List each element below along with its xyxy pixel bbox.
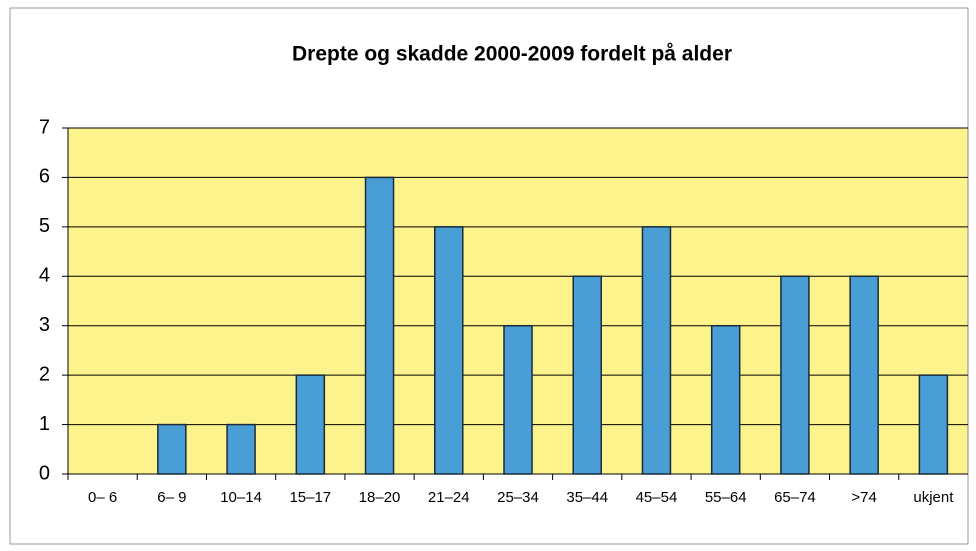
y-tick-label: 2 [39,363,50,385]
bar [226,423,256,475]
chart-title: Drepte og skadde 2000-2009 fordelt på al… [292,43,732,66]
bar [503,324,533,475]
x-tick-label: 21–24 [428,489,470,506]
x-tick-label: 0– 6 [88,489,117,506]
x-tick-label: ukjent [913,489,954,506]
bar [849,275,879,475]
bar [572,275,602,475]
x-tick-label: >74 [851,489,876,506]
x-tick-label: 6– 9 [157,489,186,506]
y-tick-label: 5 [39,215,50,237]
y-tick-label: 7 [39,116,50,138]
bar [157,423,187,475]
x-tick-label: 18–20 [359,489,401,506]
x-tick-label: 65–74 [774,489,816,506]
y-tick-label: 4 [39,265,50,287]
bar [710,324,741,475]
bar [641,226,672,475]
x-tick-label: 35–44 [566,489,608,506]
bar [434,226,464,475]
x-tick-label: 55–64 [705,489,747,506]
x-tick-label: 15–17 [289,489,331,506]
bar [780,275,810,475]
bar [918,374,949,475]
x-tick-label: 45–54 [636,489,678,506]
x-tick-label: 10–14 [220,489,262,506]
x-tick-label: 25–34 [497,489,539,506]
y-tick-label: 0 [39,462,50,484]
bar [295,374,326,475]
y-tick-label: 6 [39,166,50,188]
y-tick-label: 3 [39,314,50,336]
bar [364,176,395,475]
y-tick-label: 1 [39,413,50,435]
